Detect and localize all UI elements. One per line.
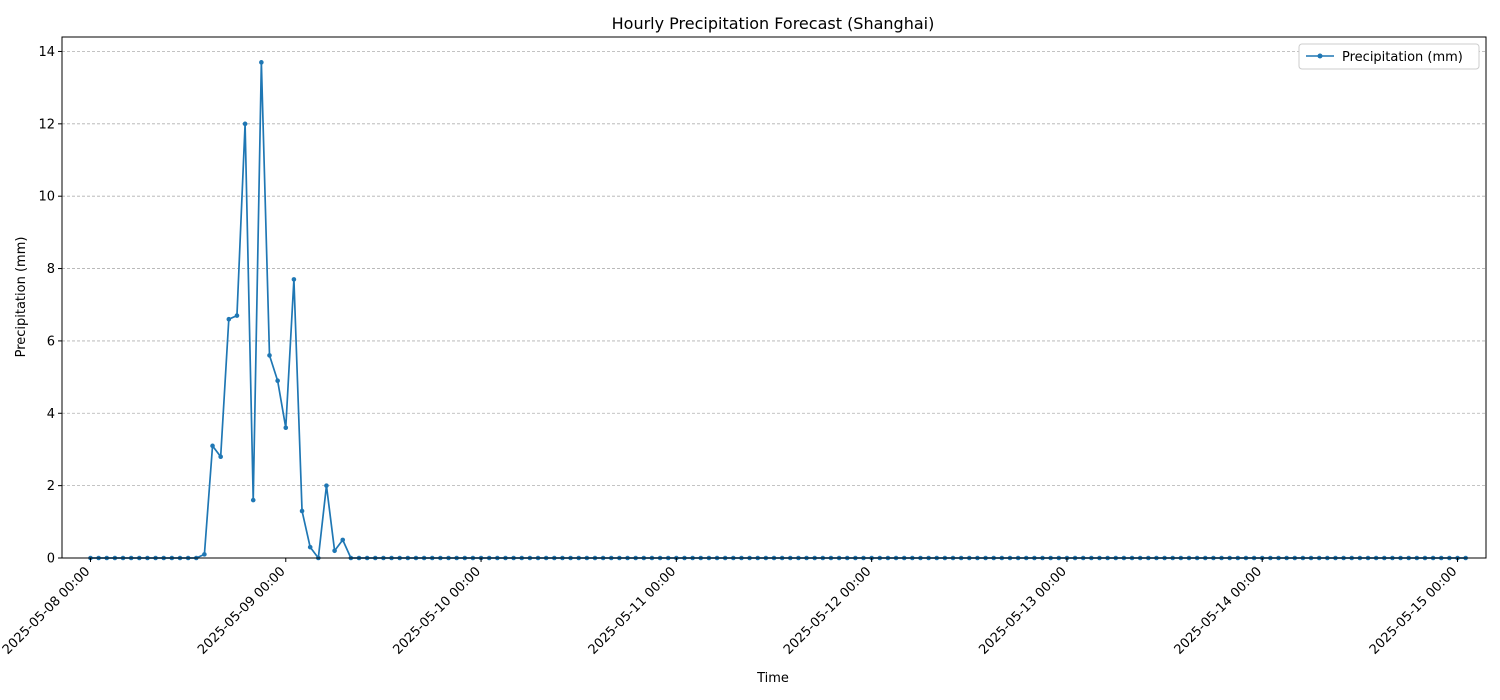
y-axis-label: Precipitation (mm) <box>14 237 29 358</box>
legend-entry-label: Precipitation (mm) <box>1342 50 1463 65</box>
x-tick-label: 2025-05-10 00:00 <box>390 564 483 657</box>
y-tick-label: 14 <box>38 45 55 60</box>
data-point <box>234 313 240 318</box>
data-point <box>299 508 305 514</box>
y-tick-label: 2 <box>47 479 55 494</box>
x-axis-label: Time <box>756 671 789 686</box>
x-tick-label: 2025-05-08 00:00 <box>0 564 93 657</box>
data-point <box>210 443 215 449</box>
legend: Precipitation (mm) <box>1298 43 1480 70</box>
y-tick-label: 4 <box>47 407 55 422</box>
y-tick-label: 12 <box>38 117 55 132</box>
data-point <box>307 544 313 550</box>
y-tick-label: 6 <box>47 334 55 349</box>
data-point <box>340 537 346 543</box>
series-line <box>90 61 1466 559</box>
data-point <box>250 497 256 503</box>
series-line-group <box>90 61 1466 559</box>
legend-marker-swatch <box>1317 53 1323 59</box>
chart-title: Hourly Precipitation Forecast (Shanghai) <box>612 14 935 33</box>
x-tick-label: 2025-05-13 00:00 <box>976 564 1069 657</box>
x-tick-label: 2025-05-09 00:00 <box>195 564 288 657</box>
data-point <box>332 548 337 554</box>
y-axis-ticks: 0 2 4 6 8 10 12 14 <box>38 45 62 567</box>
data-point <box>218 454 223 459</box>
x-tick-label: 2025-05-15 00:00 <box>1367 564 1460 657</box>
data-point <box>267 353 272 358</box>
data-point <box>324 483 329 488</box>
x-tick-label: 2025-05-11 00:00 <box>586 564 679 657</box>
data-point <box>291 277 297 282</box>
data-point <box>275 378 280 384</box>
y-tick-label: 10 <box>38 190 55 205</box>
y-tick-label: 8 <box>47 262 55 277</box>
data-point <box>226 316 232 322</box>
y-tick-label: 0 <box>47 552 55 567</box>
x-axis-ticks: 2025-05-08 00:00 2025-05-09 00:00 2025-05-… <box>0 558 1460 658</box>
data-point <box>242 121 248 127</box>
data-point <box>283 425 289 431</box>
x-tick-label: 2025-05-14 00:00 <box>1172 564 1265 657</box>
legend-box <box>1298 43 1480 70</box>
data-point <box>202 552 207 557</box>
plot-frame <box>61 36 1487 559</box>
grid-lines <box>62 51 1486 487</box>
x-tick-label: 2025-05-12 00:00 <box>781 564 874 657</box>
data-point <box>259 60 264 65</box>
series-markers-group <box>88 60 1468 561</box>
